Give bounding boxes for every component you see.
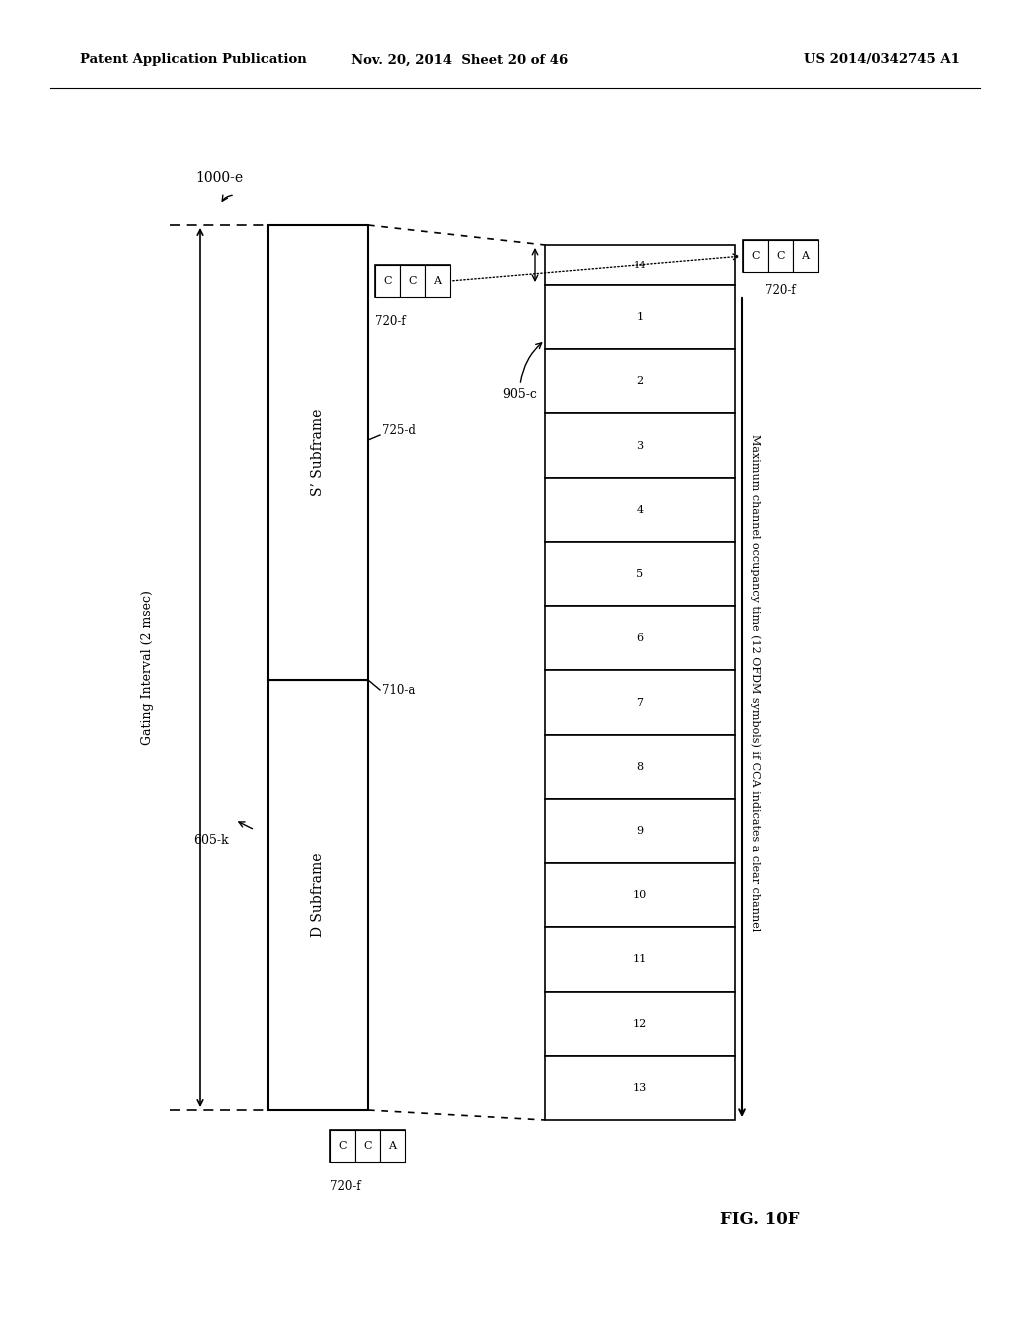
Text: US 2014/0342745 A1: US 2014/0342745 A1: [804, 54, 961, 66]
Bar: [545, 606, 735, 671]
Text: 10: 10: [633, 890, 647, 900]
Bar: [545, 246, 735, 285]
Bar: [545, 478, 735, 543]
Text: 3: 3: [637, 441, 643, 450]
Text: 9: 9: [637, 826, 643, 836]
Text: C: C: [338, 1140, 347, 1151]
Text: 720-f: 720-f: [330, 1180, 360, 1193]
Text: 13: 13: [633, 1082, 647, 1093]
Text: 14: 14: [634, 260, 646, 269]
Bar: [545, 991, 735, 1056]
Bar: [400, 265, 425, 297]
Bar: [330, 1130, 355, 1162]
Text: C: C: [752, 251, 760, 261]
Bar: [743, 240, 818, 272]
Bar: [545, 1056, 735, 1119]
Text: Gating Interval (2 msec): Gating Interval (2 msec): [141, 590, 155, 744]
Bar: [793, 240, 818, 272]
Bar: [545, 799, 735, 863]
Text: 720-f: 720-f: [765, 284, 796, 297]
Text: 12: 12: [633, 1019, 647, 1028]
Text: C: C: [776, 251, 784, 261]
Text: FIG. 10F: FIG. 10F: [720, 1212, 800, 1229]
Text: A: A: [388, 1140, 396, 1151]
Bar: [425, 265, 450, 297]
Bar: [545, 863, 735, 928]
Text: 725-d: 725-d: [382, 424, 416, 437]
Text: C: C: [383, 276, 392, 286]
Bar: [355, 1130, 380, 1162]
Text: 11: 11: [633, 954, 647, 965]
Bar: [545, 928, 735, 991]
Text: D Subframe: D Subframe: [311, 853, 325, 937]
Text: 710-a: 710-a: [382, 684, 416, 697]
Text: A: A: [802, 251, 810, 261]
Text: 2: 2: [637, 376, 643, 387]
Text: Maximum channel occupancy time (12 OFDM symbols) if CCA indicates a clear channe: Maximum channel occupancy time (12 OFDM …: [750, 434, 760, 931]
Bar: [545, 350, 735, 413]
Text: 4: 4: [637, 504, 643, 515]
Bar: [330, 1130, 406, 1162]
Text: 8: 8: [637, 762, 643, 772]
Bar: [268, 680, 368, 1110]
Text: 905-c: 905-c: [502, 388, 537, 401]
Text: S’ Subframe: S’ Subframe: [311, 409, 325, 496]
Bar: [545, 671, 735, 735]
Text: 6: 6: [637, 634, 643, 643]
Bar: [768, 240, 793, 272]
Text: C: C: [409, 276, 417, 286]
Text: Patent Application Publication: Patent Application Publication: [80, 54, 307, 66]
Text: 720-f: 720-f: [375, 315, 406, 327]
Text: A: A: [433, 276, 441, 286]
Bar: [545, 543, 735, 606]
Text: 5: 5: [637, 569, 643, 579]
Bar: [545, 413, 735, 478]
Bar: [375, 265, 400, 297]
Bar: [545, 285, 735, 350]
Bar: [743, 240, 768, 272]
Text: C: C: [364, 1140, 372, 1151]
Bar: [375, 265, 450, 297]
Bar: [380, 1130, 406, 1162]
Text: 605-k: 605-k: [193, 833, 228, 846]
Text: Nov. 20, 2014  Sheet 20 of 46: Nov. 20, 2014 Sheet 20 of 46: [351, 54, 568, 66]
Text: 7: 7: [637, 697, 643, 708]
Text: 1: 1: [637, 312, 643, 322]
Text: 1000-e: 1000-e: [195, 172, 243, 185]
Bar: [545, 735, 735, 799]
Bar: [268, 224, 368, 680]
